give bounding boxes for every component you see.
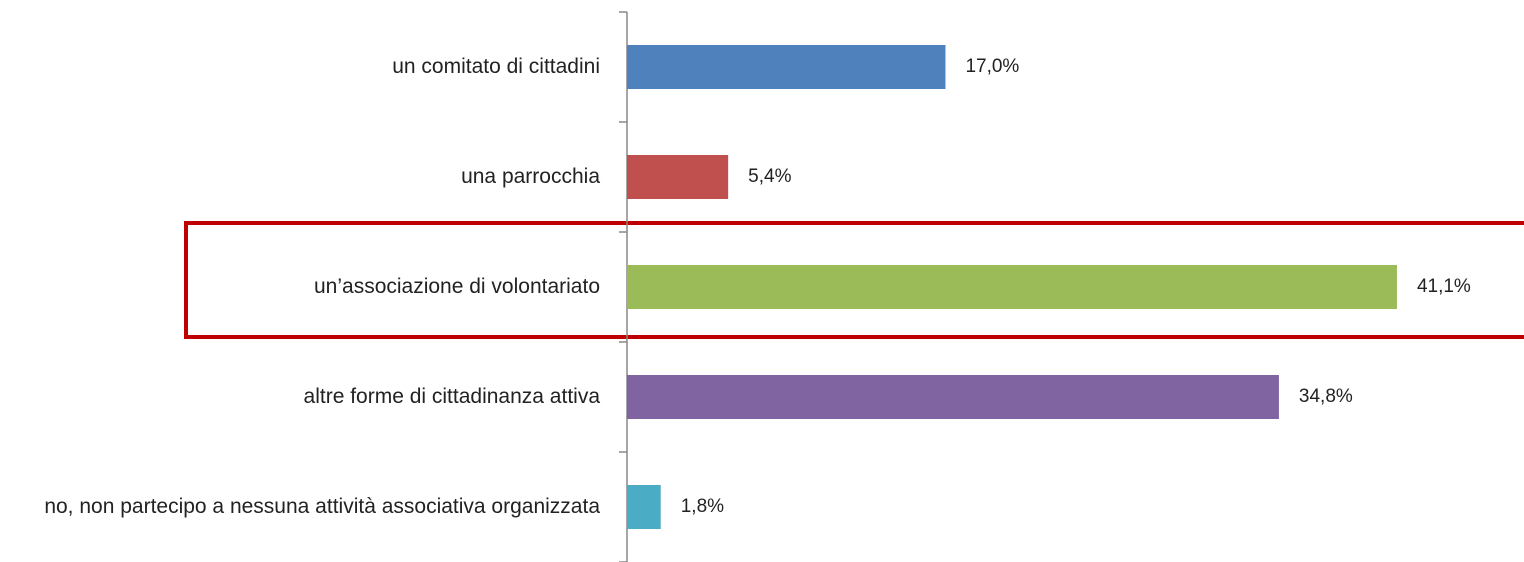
value-label: 17,0% — [965, 56, 1019, 77]
category-label: un comitato di cittadini — [392, 55, 600, 78]
category-label: no, non partecipo a nessuna attività ass… — [44, 495, 600, 518]
value-label: 1,8% — [681, 496, 724, 517]
category-label: una parrocchia — [461, 165, 600, 188]
bar — [627, 155, 729, 199]
value-label: 5,4% — [748, 166, 791, 187]
highlight-box — [184, 221, 1524, 339]
value-label: 41,1% — [1417, 276, 1471, 297]
value-label: 34,8% — [1299, 386, 1353, 407]
category-label: un’associazione di volontariato — [313, 275, 600, 298]
bar — [627, 375, 1279, 419]
category-label: altre forme di cittadinanza attiva — [303, 385, 600, 408]
bar — [627, 265, 1397, 309]
bar — [627, 485, 661, 529]
bar — [627, 45, 946, 89]
